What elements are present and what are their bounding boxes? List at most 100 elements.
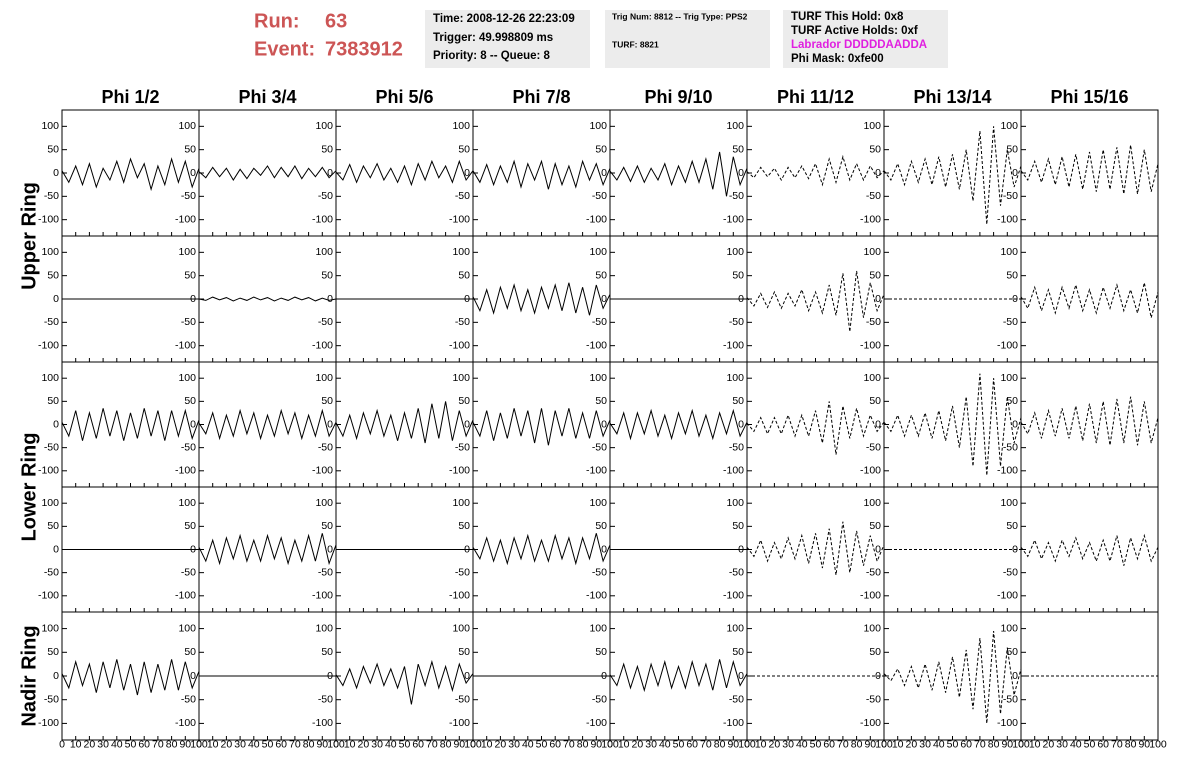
y-tick-label: 50 xyxy=(595,520,607,532)
y-tick-label: 0 xyxy=(601,670,607,682)
waveform xyxy=(472,282,611,316)
y-tick-label: 100 xyxy=(863,622,881,634)
y-tick-label: 0 xyxy=(738,670,744,682)
y-tick-label: 0 xyxy=(464,418,470,430)
y-tick-label: -50 xyxy=(592,316,607,328)
x-tick-label: 40 xyxy=(522,738,534,750)
x-tick-label: 20 xyxy=(221,738,233,750)
y-tick-label: 0 xyxy=(53,543,59,555)
y-tick-label: -50 xyxy=(592,693,607,705)
y-tick-label: 100 xyxy=(41,120,59,132)
info-box xyxy=(783,10,948,68)
y-tick-label: -100 xyxy=(312,465,333,477)
x-tick-label: 20 xyxy=(358,738,370,750)
x-tick-label: 20 xyxy=(495,738,507,750)
row-title: Nadir Ring xyxy=(18,625,40,726)
x-tick-label: 70 xyxy=(563,738,575,750)
y-tick-label: 100 xyxy=(863,246,881,258)
y-tick-label: -100 xyxy=(449,717,470,729)
y-tick-label: 100 xyxy=(452,372,470,384)
y-tick-label: 100 xyxy=(315,120,333,132)
y-tick-label: -50 xyxy=(318,316,333,328)
y-tick-label: 0 xyxy=(464,167,470,179)
x-tick-label: 80 xyxy=(714,738,726,750)
x-tick-label: 50 xyxy=(399,738,411,750)
x-tick-label: 10 xyxy=(481,738,493,750)
waveform xyxy=(61,408,200,441)
y-tick-label: 100 xyxy=(41,622,59,634)
y-tick-label: 50 xyxy=(1006,143,1018,155)
y-tick-label: -100 xyxy=(997,717,1018,729)
y-tick-label: 50 xyxy=(869,269,881,281)
y-tick-label: -50 xyxy=(44,566,59,578)
y-tick-label: -100 xyxy=(586,717,607,729)
y-tick-label: 0 xyxy=(875,670,881,682)
x-tick-label: 70 xyxy=(289,738,301,750)
x-tick-label: 10 xyxy=(207,738,219,750)
y-tick-label: 0 xyxy=(53,418,59,430)
y-tick-label: 0 xyxy=(601,418,607,430)
x-tick-label: 100 xyxy=(601,738,619,750)
x-tick-label: 0 xyxy=(881,738,887,750)
y-tick-label: 100 xyxy=(452,622,470,634)
y-tick-label: -50 xyxy=(1003,190,1018,202)
y-tick-label: -50 xyxy=(729,316,744,328)
waveform xyxy=(1020,282,1159,318)
x-tick-label: 30 xyxy=(782,738,794,750)
y-tick-label: 0 xyxy=(190,167,196,179)
y-tick-label: 0 xyxy=(53,670,59,682)
x-tick-label: 70 xyxy=(1111,738,1123,750)
y-tick-label: 100 xyxy=(1000,120,1018,132)
y-tick-label: 50 xyxy=(47,520,59,532)
x-tick-label: 20 xyxy=(84,738,96,750)
y-tick-label: 0 xyxy=(53,293,59,305)
waveform xyxy=(61,659,200,696)
y-tick-label: -50 xyxy=(729,441,744,453)
y-tick-label: -50 xyxy=(1003,566,1018,578)
y-tick-label: -100 xyxy=(175,590,196,602)
x-tick-label: 60 xyxy=(138,738,150,750)
x-tick-label: 40 xyxy=(248,738,260,750)
y-tick-label: 0 xyxy=(1012,167,1018,179)
y-tick-label: 50 xyxy=(1006,520,1018,532)
waveform xyxy=(609,151,748,197)
x-tick-label: 80 xyxy=(440,738,452,750)
waveform xyxy=(335,401,474,444)
x-tick-label: 20 xyxy=(906,738,918,750)
column-title: Phi 7/8 xyxy=(512,87,570,107)
waveform xyxy=(609,659,748,693)
y-tick-label: -100 xyxy=(723,717,744,729)
y-tick-label: -50 xyxy=(318,693,333,705)
y-tick-label: 50 xyxy=(321,143,333,155)
y-tick-label: 50 xyxy=(458,395,470,407)
y-tick-label: -100 xyxy=(586,339,607,351)
y-tick-label: -50 xyxy=(318,441,333,453)
y-tick-label: 0 xyxy=(327,167,333,179)
column-title: Phi 9/10 xyxy=(644,87,712,107)
column-title: Phi 3/4 xyxy=(238,87,296,107)
column-title: Phi 11/12 xyxy=(777,87,854,107)
y-tick-label: 100 xyxy=(863,497,881,509)
info-line: TURF This Hold: 0x8 xyxy=(791,11,904,23)
y-tick-label: 0 xyxy=(1012,543,1018,555)
y-tick-label: 0 xyxy=(738,418,744,430)
y-tick-label: -50 xyxy=(729,566,744,578)
x-tick-label: 10 xyxy=(1029,738,1041,750)
y-tick-label: 0 xyxy=(190,293,196,305)
x-tick-label: 30 xyxy=(371,738,383,750)
event-label: Event: xyxy=(254,38,315,60)
y-tick-label: 50 xyxy=(321,646,333,658)
y-tick-label: -50 xyxy=(1003,316,1018,328)
y-tick-label: -100 xyxy=(586,213,607,225)
y-tick-label: 0 xyxy=(327,670,333,682)
y-tick-label: 50 xyxy=(321,269,333,281)
info-line: Priority: 8 -- Queue: 8 xyxy=(433,50,551,62)
y-tick-label: 100 xyxy=(452,120,470,132)
row-title: Upper Ring xyxy=(18,182,40,290)
info-box xyxy=(425,10,590,68)
y-tick-label: -50 xyxy=(181,316,196,328)
waveform xyxy=(746,401,885,455)
y-tick-label: 100 xyxy=(178,120,196,132)
y-tick-label: -100 xyxy=(175,339,196,351)
y-tick-label: 100 xyxy=(41,372,59,384)
